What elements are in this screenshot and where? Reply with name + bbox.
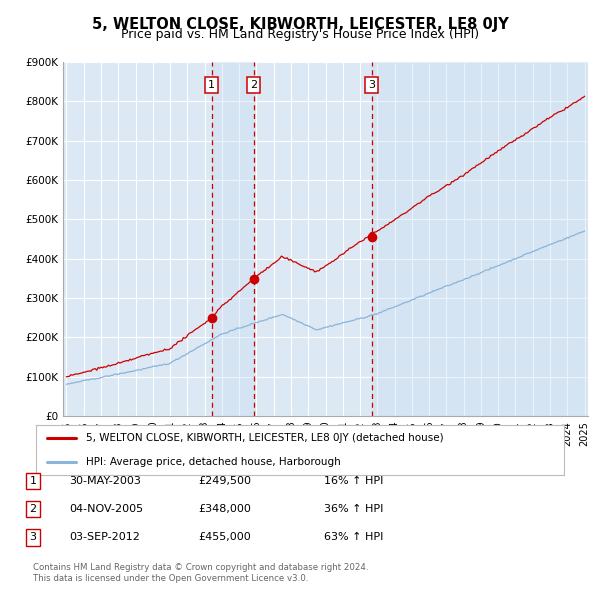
Text: 63% ↑ HPI: 63% ↑ HPI <box>324 533 383 542</box>
Text: HPI: Average price, detached house, Harborough: HPI: Average price, detached house, Harb… <box>86 457 341 467</box>
Text: 30-MAY-2003: 30-MAY-2003 <box>69 476 141 486</box>
Text: £249,500: £249,500 <box>198 476 251 486</box>
Bar <box>212 62 254 416</box>
Text: 36% ↑ HPI: 36% ↑ HPI <box>324 504 383 514</box>
Text: Price paid vs. HM Land Registry's House Price Index (HPI): Price paid vs. HM Land Registry's House … <box>121 28 479 41</box>
Text: 1: 1 <box>208 80 215 90</box>
Text: 1: 1 <box>29 476 37 486</box>
Text: Contains HM Land Registry data © Crown copyright and database right 2024.: Contains HM Land Registry data © Crown c… <box>33 563 368 572</box>
Text: 3: 3 <box>368 80 375 90</box>
Bar <box>371 62 592 416</box>
Text: 5, WELTON CLOSE, KIBWORTH, LEICESTER, LE8 0JY (detached house): 5, WELTON CLOSE, KIBWORTH, LEICESTER, LE… <box>86 433 444 443</box>
Text: £348,000: £348,000 <box>198 504 251 514</box>
Text: £455,000: £455,000 <box>198 533 251 542</box>
Text: This data is licensed under the Open Government Licence v3.0.: This data is licensed under the Open Gov… <box>33 574 308 583</box>
Text: 3: 3 <box>29 533 37 542</box>
Text: 03-SEP-2012: 03-SEP-2012 <box>69 533 140 542</box>
Text: 2: 2 <box>29 504 37 514</box>
Text: 16% ↑ HPI: 16% ↑ HPI <box>324 476 383 486</box>
Text: 2: 2 <box>250 80 257 90</box>
Text: 5, WELTON CLOSE, KIBWORTH, LEICESTER, LE8 0JY: 5, WELTON CLOSE, KIBWORTH, LEICESTER, LE… <box>92 17 508 31</box>
Text: 04-NOV-2005: 04-NOV-2005 <box>69 504 143 514</box>
